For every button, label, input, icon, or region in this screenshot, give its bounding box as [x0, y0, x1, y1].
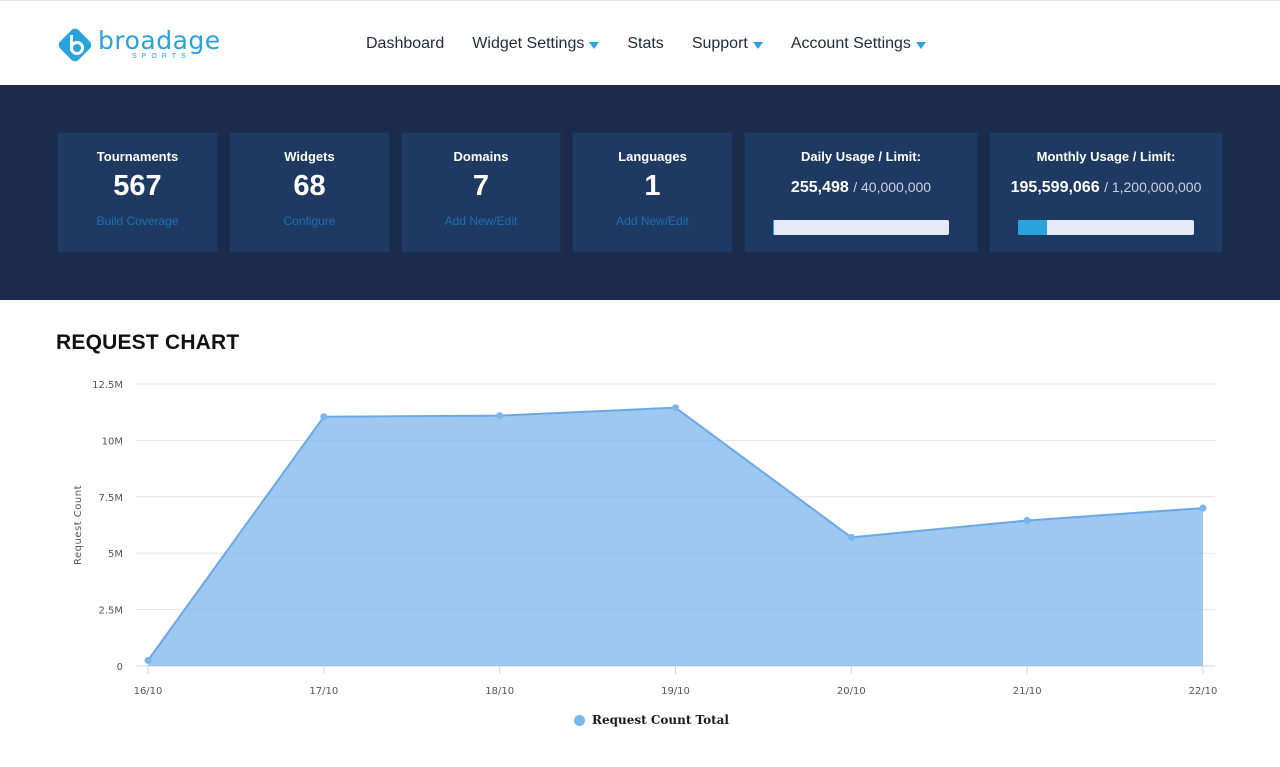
nav-stats-label: Stats: [627, 35, 664, 52]
stat-title: Widgets: [284, 149, 335, 164]
legend-label: Request Count Total: [592, 713, 729, 727]
y-axis-label: Request Count: [73, 485, 84, 565]
nav-account-settings[interactable]: Account Settings: [791, 35, 926, 53]
data-point: [672, 404, 679, 412]
usage-limit: / 1,200,000,000: [1104, 179, 1202, 195]
y-tick-label: 12.5M: [92, 380, 123, 391]
request-chart: 0 2.5M 5M 7.5M 10M 12.5M Request Count 16/10 17/…: [73, 380, 1218, 697]
nav-stats[interactable]: Stats: [627, 35, 663, 53]
logo-mark-icon: [56, 26, 94, 64]
nav-widget-settings-label: Widget Settings: [472, 35, 585, 52]
y-tick-label: 10M: [102, 436, 123, 447]
x-tick-label: 20/10: [837, 686, 866, 697]
stats-band: Tournaments 567 Build Coverage Widgets 6…: [0, 85, 1280, 300]
domains-add-edit-link[interactable]: Add New/Edit: [444, 214, 518, 228]
x-tick-label: 17/10: [309, 686, 338, 697]
nav-dashboard[interactable]: Dashboard: [366, 35, 444, 53]
main-nav: Dashboard Widget Settings Stats Support …: [352, 31, 940, 57]
daily-usage-card: Daily Usage / Limit: 255,498 / 40,000,00…: [744, 132, 978, 253]
caret-down-icon: [589, 41, 600, 49]
usage-used: 255,498: [790, 179, 849, 196]
stat-title: Tournaments: [96, 149, 179, 164]
stat-title: Domains: [453, 149, 509, 164]
x-tick-label: 22/10: [1189, 686, 1218, 697]
stat-card-tournaments: Tournaments 567 Build Coverage: [57, 132, 218, 253]
x-tick-label: 21/10: [1013, 686, 1042, 697]
brand-subtitle: SPORTS: [132, 53, 191, 60]
x-tick-label: 19/10: [661, 686, 690, 697]
stat-value: 1: [644, 170, 661, 202]
caret-down-icon: [915, 41, 926, 49]
monthly-usage-card: Monthly Usage / Limit: 195,599,066 / 1,2…: [989, 132, 1223, 253]
nav-support[interactable]: Support: [692, 35, 763, 53]
usage-title: Monthly Usage / Limit:: [1036, 149, 1176, 164]
legend-marker: [574, 714, 585, 726]
build-coverage-link[interactable]: Build Coverage: [96, 214, 179, 228]
daily-usage-bar-fill: [773, 220, 775, 235]
x-tick-label: 16/10: [134, 686, 163, 697]
stat-card-widgets: Widgets 68 Configure: [229, 132, 390, 253]
daily-usage-bar: [773, 220, 949, 235]
data-point: [496, 412, 504, 420]
languages-add-edit-link[interactable]: Add New/Edit: [616, 214, 689, 228]
nav-widget-settings[interactable]: Widget Settings: [472, 35, 600, 53]
y-tick-label: 0: [117, 662, 123, 673]
stat-title: Languages: [618, 149, 687, 164]
y-tick-label: 7.5M: [98, 493, 123, 504]
logo-text: broadage SPORTS: [98, 26, 221, 61]
chart-legend[interactable]: Request Count Total: [574, 713, 729, 727]
x-tick-label: 18/10: [485, 686, 514, 697]
stat-value: 567: [113, 170, 162, 202]
usage-figures: 255,498 / 40,000,000: [745, 179, 977, 197]
usage-used: 195,599,066: [1010, 179, 1100, 196]
stat-card-languages: Languages 1 Add New/Edit: [572, 132, 733, 253]
monthly-usage-bar-fill: [1018, 220, 1047, 235]
caret-down-icon: [752, 41, 763, 49]
nav-support-label: Support: [691, 35, 748, 52]
data-point: [144, 656, 152, 664]
usage-title: Daily Usage / Limit:: [801, 149, 921, 164]
stat-value: 68: [293, 170, 326, 202]
data-point: [320, 413, 328, 421]
data-point: [1199, 504, 1207, 512]
data-point: [1023, 516, 1031, 524]
y-tick-label: 5M: [108, 549, 123, 560]
configure-link[interactable]: Configure: [283, 214, 336, 228]
usage-limit: / 40,000,000: [853, 179, 932, 195]
top-header: broadage SPORTS Dashboard Widget Setting…: [0, 0, 1280, 85]
monthly-usage-bar: [1018, 220, 1194, 235]
chart-title: REQUEST CHART: [56, 331, 240, 354]
stat-value: 7: [472, 170, 490, 202]
usage-figures: 195,599,066 / 1,200,000,000: [990, 179, 1222, 197]
nav-account-settings-label: Account Settings: [790, 35, 911, 52]
stat-card-domains: Domains 7 Add New/Edit: [401, 132, 561, 253]
brand-name: broadage: [98, 26, 221, 55]
y-tick-label: 2.5M: [98, 606, 123, 617]
series-area: [148, 407, 1203, 666]
nav-dashboard-label: Dashboard: [366, 35, 445, 52]
brand-logo[interactable]: broadage SPORTS: [56, 25, 220, 65]
data-point: [847, 533, 855, 541]
